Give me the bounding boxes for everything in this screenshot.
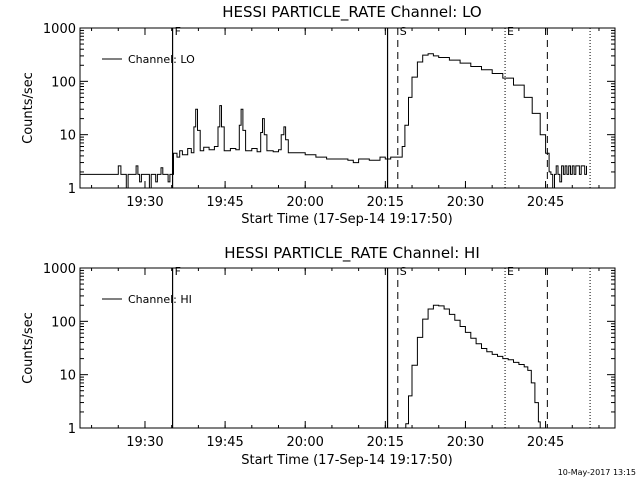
footer-timestamp: 10-May-2017 13:15 xyxy=(558,468,636,477)
hi-x-tick-label: 19:30 xyxy=(126,435,163,450)
lo-x-tick-label: 20:00 xyxy=(286,195,323,210)
hi-marker-label: S xyxy=(400,265,407,278)
hi-chart-title: HESSI PARTICLE_RATE Channel: HI xyxy=(224,244,480,263)
hi-x-tick-label: 20:15 xyxy=(367,435,404,450)
hi-y-tick-label: 10 xyxy=(59,369,76,384)
lo-legend: Channel: LO xyxy=(102,53,195,66)
hi-channel-panel: HESSI PARTICLE_RATE Channel: HI Channel:… xyxy=(21,244,616,468)
lo-y-tick-label: 10 xyxy=(59,129,76,144)
lo-x-tick-label: 20:30 xyxy=(447,195,484,210)
hi-y-tick-label: 1000 xyxy=(43,262,76,277)
hi-data-line xyxy=(404,304,541,429)
hi-x-tick-label: 19:45 xyxy=(206,435,243,450)
hi-y-tick-label: 1 xyxy=(68,422,76,437)
hi-y-tick-label: 100 xyxy=(51,315,76,330)
lo-y-tick-label: 100 xyxy=(51,75,76,90)
lo-data-line xyxy=(80,53,587,189)
hi-x-tick-label: 20:45 xyxy=(527,435,564,450)
hi-plot-frame xyxy=(79,267,616,429)
lo-y-tick-label: 1000 xyxy=(43,22,76,37)
hi-legend: Channel: HI xyxy=(102,293,192,306)
lo-marker-label: S xyxy=(400,25,407,38)
lo-x-tick-label: 19:30 xyxy=(126,195,163,210)
lo-y-axis-label: Counts/sec xyxy=(21,72,36,144)
lo-marker-label: F xyxy=(175,25,181,38)
lo-x-axis-label: Start Time (17-Sep-14 19:17:50) xyxy=(241,212,452,227)
lo-x-tick-label: 20:45 xyxy=(527,195,564,210)
lo-plot-frame xyxy=(79,27,616,189)
lo-y-tick-label: 1 xyxy=(68,182,76,197)
hi-x-tick-label: 20:30 xyxy=(447,435,484,450)
hi-y-axis-label: Counts/sec xyxy=(21,312,36,384)
lo-x-tick-label: 20:15 xyxy=(367,195,404,210)
lo-chart-title: HESSI PARTICLE_RATE Channel: LO xyxy=(222,3,481,22)
hi-legend-label: Channel: HI xyxy=(128,293,192,306)
hi-x-axis-label: Start Time (17-Sep-14 19:17:50) xyxy=(241,453,452,468)
hi-x-tick-label: 20:00 xyxy=(286,435,323,450)
hi-marker-label: E xyxy=(507,265,514,278)
lo-x-tick-label: 19:45 xyxy=(206,195,243,210)
lo-channel-panel: HESSI PARTICLE_RATE Channel: LO Channel:… xyxy=(21,3,616,227)
lo-marker-label: E xyxy=(507,25,514,38)
lo-legend-label: Channel: LO xyxy=(128,53,195,66)
hi-marker-label: F xyxy=(175,265,181,278)
